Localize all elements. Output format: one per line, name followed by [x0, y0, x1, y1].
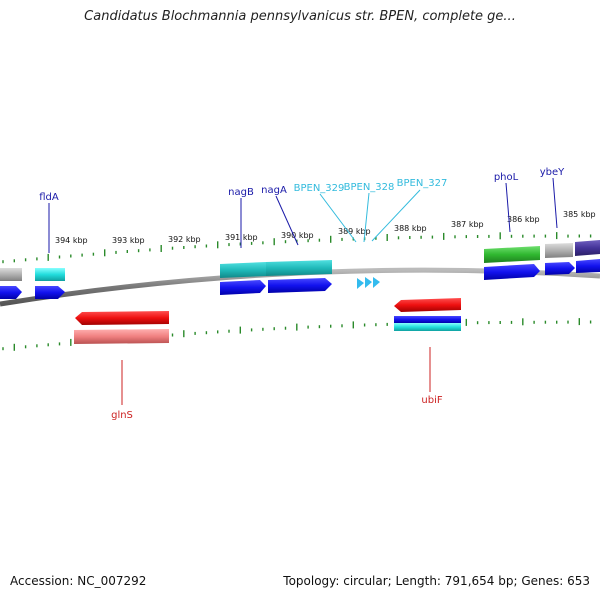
scale-ticks-outer — [2, 232, 592, 264]
gene-label-nagB[interactable]: nagB — [228, 187, 254, 198]
map-title: Candidatus Blochmannia pennsylvanicus st… — [84, 9, 516, 24]
cds-arrow-phoL[interactable] — [484, 264, 540, 280]
genome-summary: Topology: circular; Length: 791,654 bp; … — [283, 574, 590, 588]
gene-label-glnS[interactable]: glnS — [111, 410, 133, 421]
gene-label-fldA[interactable]: fldA — [39, 192, 59, 203]
kbp-label: 390 kbp — [281, 231, 314, 240]
gene-label-phoL[interactable]: phoL — [494, 172, 519, 183]
gene-block-right-navy[interactable] — [575, 240, 600, 256]
gene-label-BPEN_329[interactable]: BPEN_329 — [294, 183, 345, 194]
reverse-features — [74, 298, 461, 344]
gene-block-ubiF-cyan[interactable] — [394, 323, 461, 331]
gene-block-phoL[interactable] — [484, 246, 540, 263]
forward-features — [0, 240, 600, 299]
gene-label-BPEN_327[interactable]: BPEN_327 — [397, 178, 448, 189]
kbp-label: 387 kbp — [451, 220, 484, 229]
kbp-label: 385 kbp — [563, 210, 596, 219]
gene-block-fldA[interactable] — [35, 268, 65, 281]
kbp-label: 394 kbp — [55, 236, 88, 245]
gene-block-ubiF-blue[interactable] — [394, 316, 461, 323]
gene-block-nagB[interactable] — [220, 262, 266, 278]
gene-label-nagA[interactable]: nagA — [261, 185, 287, 196]
locus-arrow-BPEN_327[interactable] — [373, 277, 380, 288]
locus-arrow-BPEN_329[interactable] — [357, 278, 364, 289]
kbp-label: 393 kbp — [112, 236, 145, 245]
kbp-label: 386 kbp — [507, 215, 540, 224]
cds-arrow-nagA[interactable] — [268, 278, 332, 293]
gene-label-BPEN_328[interactable]: BPEN_328 — [344, 182, 395, 193]
cds-arrow-right[interactable] — [576, 259, 600, 273]
cds-arrow-ybeY[interactable] — [545, 262, 575, 275]
accession-label: Accession: NC_007292 — [10, 574, 147, 588]
label-leaders — [48, 177, 558, 405]
kbp-label: 392 kbp — [168, 235, 201, 244]
gene-block-ybeY[interactable] — [545, 243, 573, 258]
scale-labels: 394 kbp 393 kbp 392 kbp 391 kbp 390 kbp … — [55, 210, 596, 245]
kbp-label: 388 kbp — [394, 224, 427, 233]
gene-labels: fldA nagB nagA BPEN_329 BPEN_328 BPEN_32… — [39, 167, 565, 421]
gene-block-left-gray[interactable] — [0, 268, 22, 281]
gene-block-nagA[interactable] — [266, 260, 332, 276]
gene-block-glnS[interactable] — [74, 329, 169, 344]
cds-arrow-ubiF[interactable] — [394, 298, 461, 312]
gene-label-ubiF[interactable]: ubiF — [421, 395, 442, 406]
kbp-label: 389 kbp — [338, 227, 371, 236]
locus-arrow-BPEN_328[interactable] — [365, 277, 372, 288]
gene-label-ybeY[interactable]: ybeY — [540, 167, 565, 178]
cds-arrow-nagB[interactable] — [220, 280, 266, 295]
cds-arrow-fldA[interactable] — [35, 286, 65, 299]
cds-arrow-left[interactable] — [0, 286, 22, 299]
cds-arrow-glnS[interactable] — [75, 311, 169, 325]
